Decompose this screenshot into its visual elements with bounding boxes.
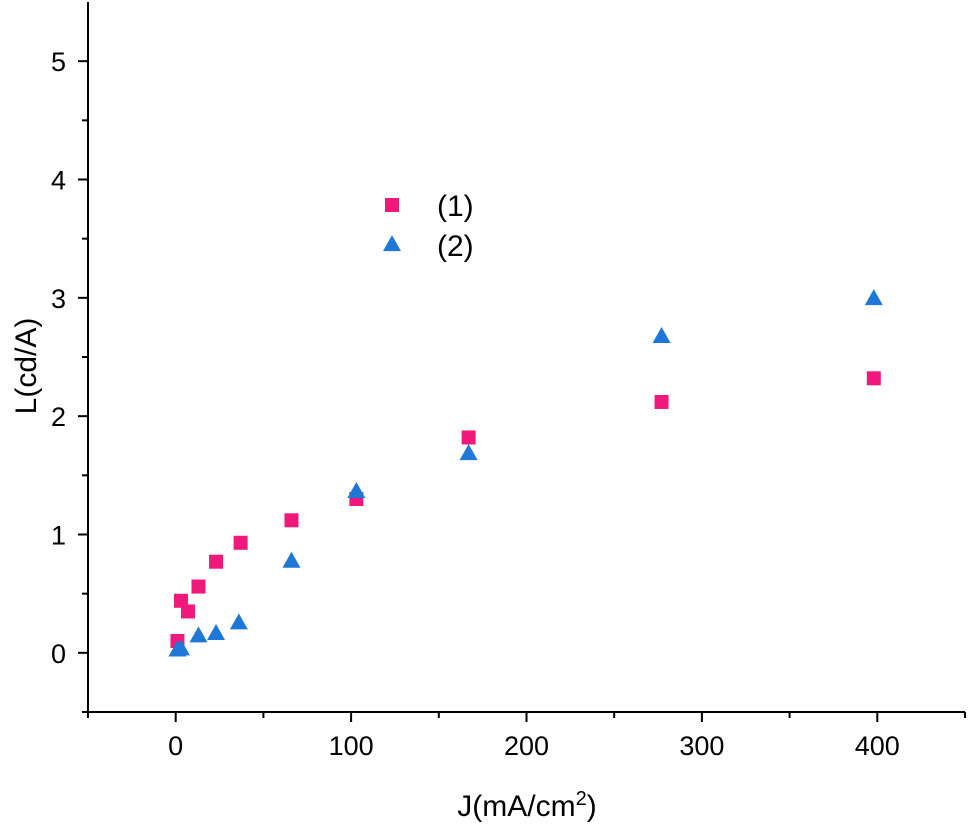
x-axis-title-sup: 2: [576, 788, 587, 810]
x-axis-title: J(mA/cm2): [457, 788, 596, 823]
data-point-series-2: [171, 639, 190, 656]
ticks: 0 100 200 300 400 0 1 2 3 4 5: [51, 47, 966, 761]
data-point-series-1: [209, 554, 224, 569]
data-point-series-2: [189, 626, 208, 643]
x-axis-title-end: ): [587, 790, 597, 823]
data-point-series-2: [652, 326, 671, 343]
axes: [87, 2, 965, 713]
legend-label-series-2: (2): [437, 230, 474, 263]
x-tick-label: 400: [855, 731, 900, 761]
data-point-series-1: [233, 535, 248, 550]
data-point-series-1: [191, 579, 206, 594]
legend: (1)(2): [383, 190, 474, 263]
y-tick-label: 2: [51, 402, 66, 432]
legend-marker-series-2: [383, 235, 401, 252]
y-axis-title: L(cd/A): [10, 318, 43, 415]
legend-marker-series-1: [385, 198, 399, 212]
x-tick-label: 300: [679, 731, 724, 761]
data-points: [168, 289, 883, 657]
legend-label-series-1: (1): [437, 190, 474, 223]
data-point-series-2: [207, 623, 226, 640]
x-tick-label: 100: [329, 731, 374, 761]
data-point-series-2: [229, 613, 248, 630]
data-point-series-1: [284, 513, 299, 528]
data-point-series-2: [347, 481, 366, 498]
x-tick-label: 200: [504, 731, 549, 761]
data-point-series-1: [461, 430, 476, 445]
data-point-series-2: [282, 551, 301, 568]
y-tick-label: 5: [51, 47, 66, 77]
y-tick-label: 1: [51, 521, 66, 551]
data-point-series-1: [173, 593, 188, 608]
y-tick-label: 0: [51, 639, 66, 669]
data-point-series-2: [864, 289, 883, 306]
y-tick-label: 3: [51, 284, 66, 314]
x-axis-title-main: J(mA/cm: [457, 790, 575, 823]
x-tick-label: 0: [168, 731, 183, 761]
data-point-series-1: [654, 394, 669, 409]
data-point-series-2: [459, 444, 478, 461]
data-point-series-1: [180, 604, 195, 619]
data-point-series-1: [866, 371, 881, 386]
y-tick-label: 4: [51, 166, 66, 196]
